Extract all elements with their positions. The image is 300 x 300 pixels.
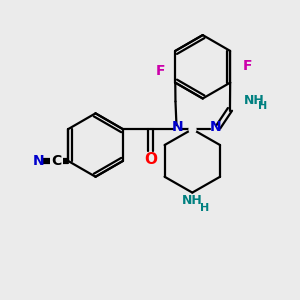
Text: NH: NH (182, 194, 203, 207)
Text: H: H (258, 101, 267, 111)
Text: N: N (32, 154, 44, 168)
Text: O: O (144, 152, 157, 167)
Text: NH: NH (244, 94, 265, 107)
Text: N: N (172, 120, 183, 134)
Text: F: F (242, 59, 252, 73)
Text: C: C (51, 154, 61, 168)
Text: H: H (200, 203, 209, 214)
Text: F: F (156, 64, 165, 78)
Text: N: N (209, 120, 221, 134)
